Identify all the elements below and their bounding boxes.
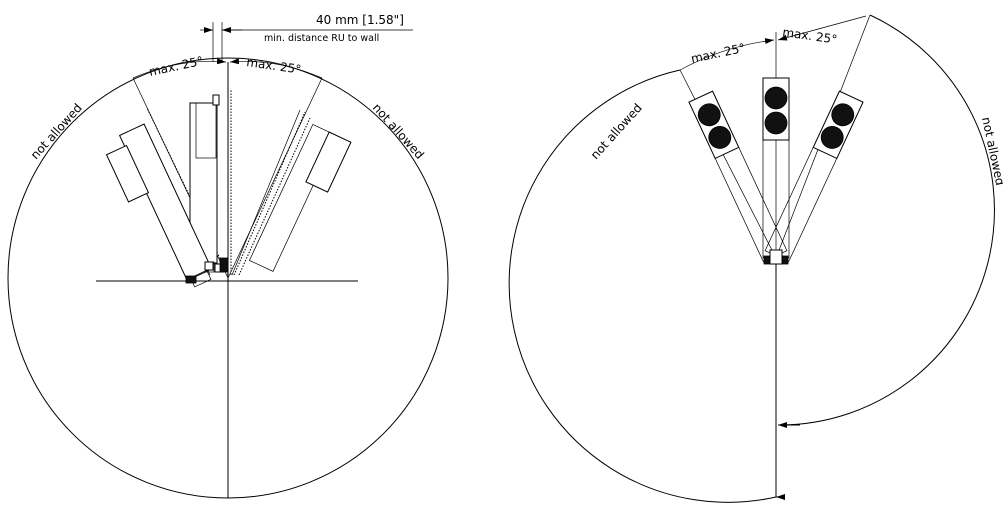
left-wall-distance-dimension: 40 mm [1.58"] min. distance RU to wall	[200, 13, 413, 62]
right-base-mount	[763, 249, 789, 265]
left-not-allowed-label-right: not allowed	[370, 101, 427, 162]
right-rotation-arc	[779, 14, 995, 426]
dimension-label: 40 mm [1.58"]	[316, 13, 404, 27]
right-unit-tilted-right	[764, 90, 864, 263]
left-angle-arc-right	[229, 58, 323, 79]
dimension-note: min. distance RU to wall	[264, 33, 379, 44]
right-limit-line-left	[679, 69, 777, 259]
left-not-allowed-label-left: not allowed	[28, 101, 85, 162]
right-angle-arc-right	[777, 15, 867, 41]
right-not-allowed-label-left: not allowed	[588, 101, 645, 162]
left-limit-line-right-2	[231, 109, 301, 276]
right-angle-arc-left	[679, 38, 775, 71]
left-angle-label-left: max. 25°	[148, 54, 205, 79]
left-angle-arc-left	[132, 58, 227, 79]
right-angle-label-left: max. 25°	[690, 41, 747, 66]
left-limit-line-right	[227, 77, 323, 279]
right-angle-label-right: max. 25°	[782, 25, 838, 47]
left-unit-tilted-left	[105, 123, 213, 288]
left-angle-label-right: max. 25°	[246, 55, 302, 77]
left-mount-bracket	[185, 257, 229, 284]
right-unit-vertical	[762, 77, 790, 259]
right-diagram: max. 25° max. 25° not allowed not allowe…	[508, 14, 1003, 503]
right-unit-tilted-left	[688, 90, 788, 263]
right-rotation-arc-left	[508, 69, 777, 503]
left-diagram: 40 mm [1.58"] min. distance RU to wall m…	[7, 13, 449, 499]
right-not-allowed-label-right: not allowed	[979, 116, 1003, 187]
left-unit-tilted-right	[248, 124, 352, 272]
